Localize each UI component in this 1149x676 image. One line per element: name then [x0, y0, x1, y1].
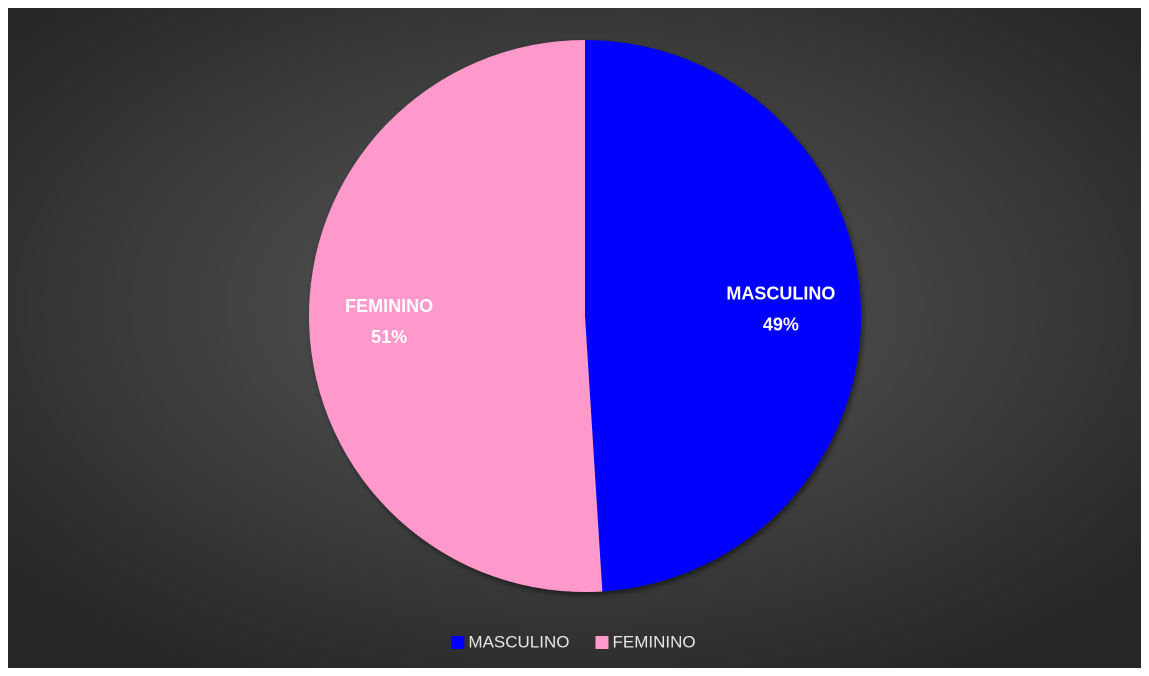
legend-label: FEMININO — [612, 632, 695, 651]
pie — [309, 40, 862, 592]
data-label-category: FEMININO — [345, 296, 433, 316]
legend-swatch — [595, 636, 609, 649]
pie-slice — [309, 40, 603, 592]
legend: MASCULINO FEMININO — [451, 632, 696, 651]
data-label-value: 51% — [371, 327, 407, 347]
legend-swatch — [451, 636, 465, 649]
data-label-value: 49% — [763, 315, 799, 335]
legend-label: MASCULINO — [468, 632, 569, 651]
pie-slice — [585, 40, 862, 592]
data-label-category: MASCULINO — [726, 284, 835, 304]
